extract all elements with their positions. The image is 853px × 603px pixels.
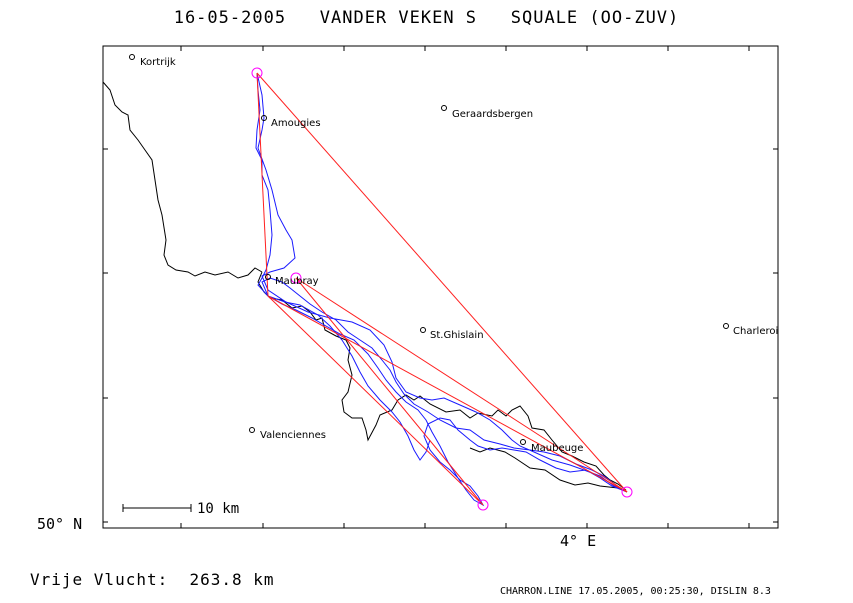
city-markers: [129, 54, 729, 445]
axis-ticks: [103, 46, 778, 528]
city-marker-geraardsbergen: [441, 105, 447, 111]
gps-track-leg1: [255, 72, 431, 461]
city-label-charleroi: Charleroi: [733, 326, 778, 337]
city-label-kortrijk: Kortrijk: [140, 57, 176, 68]
map-title: 16-05-2005 VANDER VEKEN S SQUALE (OO-ZUV…: [173, 8, 680, 28]
city-labels: Kortrijk Amougies Geraardsbergen Maubray…: [140, 57, 778, 454]
city-label-maubray: Maubray: [275, 276, 319, 287]
city-label-valenciennes: Valenciennes: [260, 430, 326, 441]
city-marker-valenciennes: [249, 427, 255, 433]
turnpoint-start: [251, 67, 263, 79]
city-marker-maubray: [265, 274, 271, 280]
city-marker-amougies: [261, 115, 267, 121]
scale-bar-label: 10 km: [197, 501, 239, 517]
city-marker-maubeuge: [520, 439, 526, 445]
city-label-maubeuge: Maubeuge: [531, 443, 583, 454]
city-marker-charleroi: [723, 323, 729, 329]
city-label-amougies: Amougies: [271, 118, 321, 129]
gps-track: [256, 72, 628, 507]
turnpoint-maubray: [290, 272, 302, 284]
task-legs: [256, 72, 628, 506]
map-frame: [102, 45, 779, 529]
flight-distance: Vrije Vlucht: 263.8 km: [30, 570, 275, 589]
city-marker-st-ghislain: [420, 327, 426, 333]
turnpoints: [251, 67, 633, 511]
city-label-geraardsbergen: Geraardsbergen: [452, 109, 533, 120]
latitude-label: 50° N: [37, 515, 83, 533]
longitude-label: 4° E: [560, 532, 597, 550]
city-label-st-ghislain: St.Ghislain: [430, 330, 484, 341]
scale-bar: [122, 504, 192, 512]
country-border: [102, 81, 627, 491]
turnpoint-south: [477, 499, 489, 511]
city-marker-kortrijk: [129, 54, 135, 60]
footer-info: CHARRON.LINE 17.05.2005, 00:25:30, DISLI…: [500, 586, 771, 597]
turnpoint-east: [621, 486, 633, 498]
